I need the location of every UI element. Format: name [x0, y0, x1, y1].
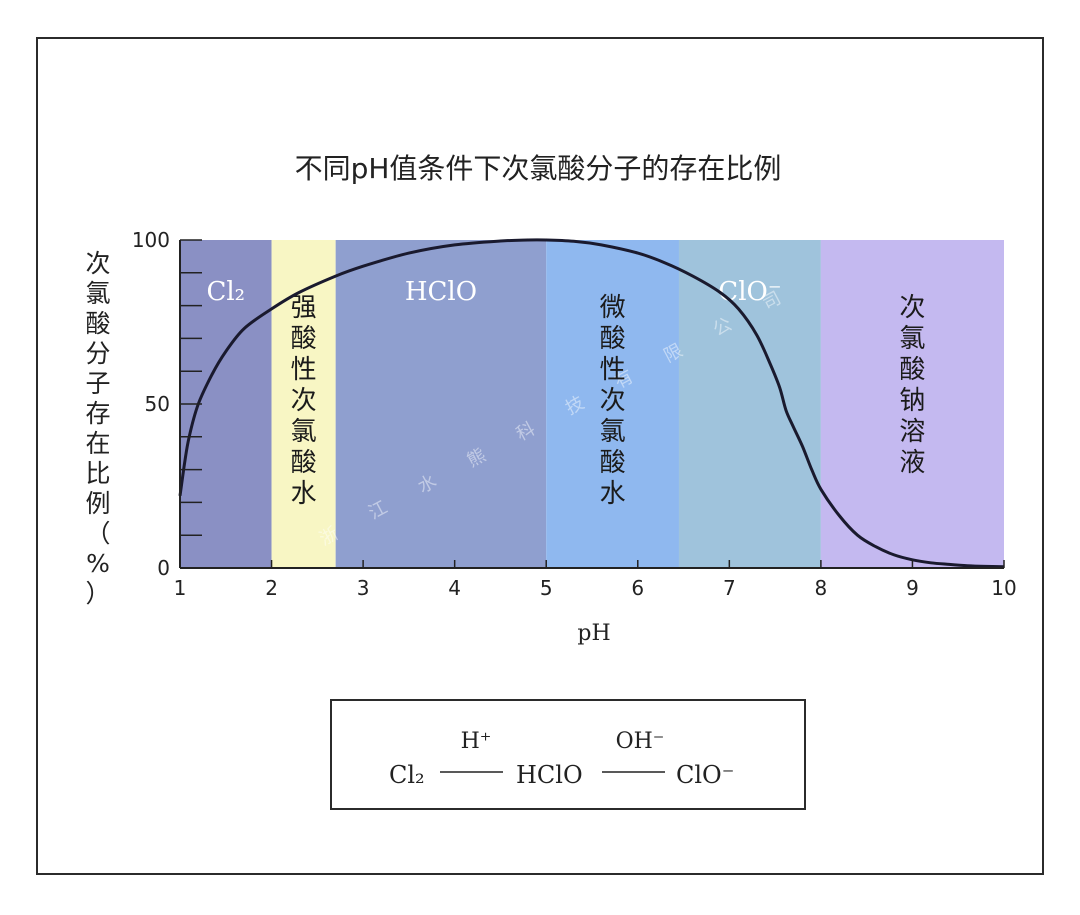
- y-tick-label: 50: [145, 392, 170, 416]
- x-tick-label: 1: [174, 576, 187, 600]
- x-tick-label: 3: [357, 576, 370, 600]
- region-band: [546, 240, 679, 568]
- series-line: [178, 238, 1005, 569]
- region-label: 微酸性次氯酸水: [600, 293, 626, 509]
- region-label: 强酸性次氯酸水: [291, 293, 317, 509]
- equation-left: Cl₂: [389, 761, 425, 789]
- x-tick-label: 6: [631, 576, 644, 600]
- region-band: [820, 240, 1004, 568]
- x-tick-label: 9: [906, 576, 919, 600]
- region-label: ClO⁻: [718, 277, 781, 307]
- region-label: HClO: [405, 277, 477, 307]
- equation-middle: HClO: [516, 761, 583, 789]
- region-band: [678, 240, 821, 568]
- region-bands: [180, 240, 1004, 568]
- axes: 0 50 100 1 2 3 4 5 6 7 8 9 10: [132, 228, 1017, 600]
- x-tick-label: 8: [815, 576, 828, 600]
- chart-title: 不同pH值条件下次氯酸分子的存在比例: [295, 152, 782, 185]
- equation-box: H⁺ OH⁻ Cl₂ HClO ClO⁻: [330, 699, 806, 810]
- x-tick-label: 2: [265, 576, 278, 600]
- x-tick-label: 5: [540, 576, 553, 600]
- x-tick-label: 7: [723, 576, 736, 600]
- y-tick-label: 100: [132, 228, 170, 252]
- region-band: [335, 240, 547, 568]
- y-axis-label: 次氯酸分子存在比例（%）: [85, 249, 110, 608]
- x-tick-label: 4: [448, 576, 461, 600]
- equation-above-left: H⁺: [461, 729, 492, 754]
- x-tick-label: 10: [991, 576, 1016, 600]
- x-axis-label: pH: [577, 621, 610, 646]
- y-tick-label: 0: [157, 556, 170, 580]
- equation-right: ClO⁻: [676, 761, 734, 789]
- region-label: 次氯酸钠溶液: [899, 293, 925, 478]
- region-band: [271, 240, 336, 568]
- region-label: Cl₂: [206, 277, 245, 307]
- region-labels: Cl₂ 强酸性次氯酸水 HClO 微酸性次氯酸水 ClO⁻ 次氯酸钠溶液: [206, 277, 925, 509]
- equation-above-right: OH⁻: [616, 729, 665, 754]
- y-axis-label-text: 次氯酸分子存在比例（%）: [85, 249, 110, 608]
- equation-frame: [330, 699, 806, 810]
